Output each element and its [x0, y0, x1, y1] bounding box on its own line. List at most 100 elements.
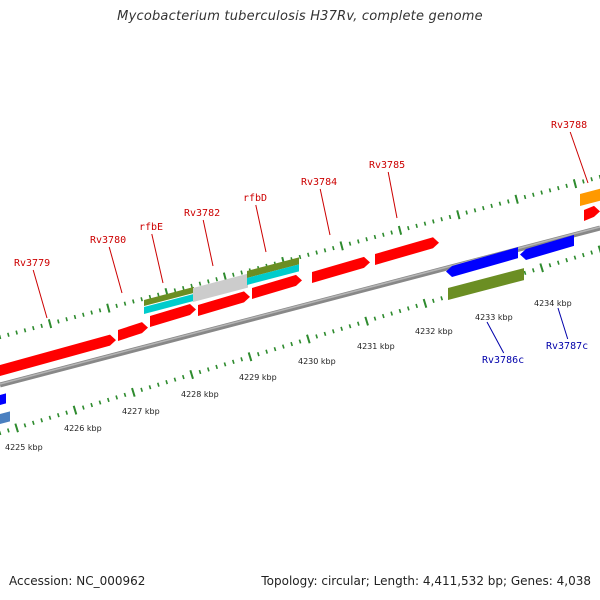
- major-tick: [247, 352, 253, 362]
- minor-tick: [432, 219, 435, 224]
- accession-text: Accession: NC_000962: [9, 574, 146, 588]
- major-tick: [422, 298, 428, 308]
- minor-tick: [556, 260, 560, 265]
- minor-tick: [256, 352, 260, 357]
- minor-tick: [0, 334, 2, 340]
- gene-label-connector: [569, 131, 589, 184]
- gene-label: Rv3786c: [482, 355, 524, 366]
- minor-tick: [98, 308, 102, 313]
- major-tick: [189, 369, 194, 380]
- minor-tick: [106, 397, 110, 403]
- major-tick: [106, 303, 111, 313]
- minor-tick: [365, 237, 368, 242]
- gene-label-connector: [486, 321, 505, 354]
- minor-tick: [156, 382, 160, 387]
- scale-label: 4230 kbp: [298, 357, 336, 366]
- major-tick: [539, 263, 544, 273]
- minor-tick: [548, 188, 552, 193]
- minor-tick: [415, 303, 419, 309]
- minor-tick: [381, 313, 385, 319]
- minor-tick: [48, 415, 52, 420]
- gene-label-connector: [387, 171, 398, 219]
- major-tick: [514, 194, 519, 204]
- forward-gene-block: [0, 334, 116, 376]
- inner-dotted-ring: [0, 245, 600, 436]
- minor-tick: [507, 199, 510, 204]
- minor-tick: [148, 294, 152, 300]
- minor-tick: [182, 285, 185, 291]
- major-tick: [597, 245, 600, 254]
- minor-tick: [65, 410, 69, 415]
- minor-tick: [332, 245, 335, 251]
- major-tick: [339, 241, 344, 251]
- minor-tick: [57, 319, 60, 324]
- major-tick: [364, 316, 369, 326]
- gene-label: rfbE: [139, 222, 163, 233]
- scale-label: 4234 kbp: [534, 299, 572, 308]
- feature-block-olive: [144, 286, 194, 306]
- minor-tick: [590, 250, 594, 255]
- gene-label: Rv3787c: [546, 341, 588, 352]
- minor-tick: [448, 214, 452, 220]
- minor-tick: [198, 369, 202, 375]
- minor-tick: [240, 270, 243, 275]
- minor-tick: [440, 217, 443, 222]
- minor-tick: [31, 420, 35, 425]
- major-tick: [397, 225, 403, 235]
- gene-label-connector: [108, 246, 123, 294]
- minor-tick: [265, 349, 269, 354]
- minor-tick: [6, 428, 10, 433]
- minor-tick: [532, 192, 535, 197]
- feature-block-grey: [193, 273, 248, 302]
- minor-tick: [473, 208, 477, 213]
- minor-tick: [398, 308, 402, 314]
- gene-label-connector: [32, 269, 48, 319]
- gene-label-connectors: [32, 131, 589, 354]
- gene-label-connector: [202, 219, 214, 267]
- minor-tick: [298, 254, 302, 260]
- minor-tick: [331, 329, 335, 334]
- minor-tick: [281, 344, 285, 349]
- major-tick: [456, 210, 461, 220]
- minor-tick: [73, 314, 77, 320]
- minor-tick: [298, 339, 302, 344]
- gene-label-connector: [151, 233, 164, 284]
- gene-label-connector: [319, 188, 331, 236]
- minor-tick: [56, 413, 60, 418]
- scale-label: 4229 kbp: [239, 373, 277, 382]
- minor-tick: [231, 359, 235, 364]
- scale-labels: 4225 kbp 4226 kbp 4227 kbp 4228 kbp 4229 kbp…: [5, 299, 572, 452]
- minor-tick: [81, 405, 85, 410]
- reverse-gene-block: [520, 234, 574, 260]
- gene-label: Rv3788: [551, 120, 587, 131]
- minor-tick: [407, 225, 410, 231]
- forward-gene-block: [584, 205, 600, 221]
- minor-tick: [531, 268, 535, 273]
- minor-tick: [348, 324, 352, 329]
- minor-tick: [406, 306, 410, 311]
- minor-tick: [140, 387, 144, 392]
- minor-tick: [140, 297, 143, 302]
- minor-tick: [90, 402, 94, 408]
- map-title: Mycobacterium tuberculosis H37Rv, comple…: [117, 9, 483, 24]
- major-tick: [131, 387, 136, 397]
- minor-tick: [356, 321, 360, 326]
- minor-tick: [15, 330, 18, 335]
- gene-label: Rv3784: [301, 177, 337, 188]
- forward-gene-block: [312, 256, 370, 283]
- scale-label: 4233 kbp: [475, 313, 513, 322]
- minor-tick: [315, 250, 318, 255]
- minor-tick: [357, 239, 360, 244]
- forward-gene-block: [375, 237, 439, 265]
- minor-tick: [373, 234, 377, 240]
- minor-tick: [148, 385, 152, 390]
- minor-tick: [415, 223, 418, 229]
- minor-tick: [181, 374, 185, 380]
- minor-tick: [340, 326, 344, 331]
- minor-tick: [581, 252, 585, 258]
- minor-tick: [482, 205, 485, 211]
- feature-block-cyan: [247, 264, 299, 285]
- minor-tick: [290, 341, 294, 347]
- major-tick: [47, 319, 53, 329]
